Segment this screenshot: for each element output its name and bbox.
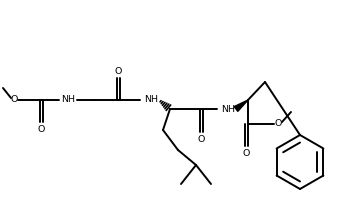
Text: O: O — [38, 124, 45, 134]
Text: O: O — [198, 134, 205, 144]
Text: O: O — [10, 95, 18, 105]
Text: O: O — [274, 120, 282, 128]
Text: NH: NH — [61, 95, 75, 105]
Polygon shape — [234, 100, 248, 111]
Text: NH: NH — [221, 105, 235, 113]
Text: NH: NH — [144, 95, 158, 105]
Text: O: O — [115, 67, 122, 75]
Text: O: O — [243, 148, 250, 158]
